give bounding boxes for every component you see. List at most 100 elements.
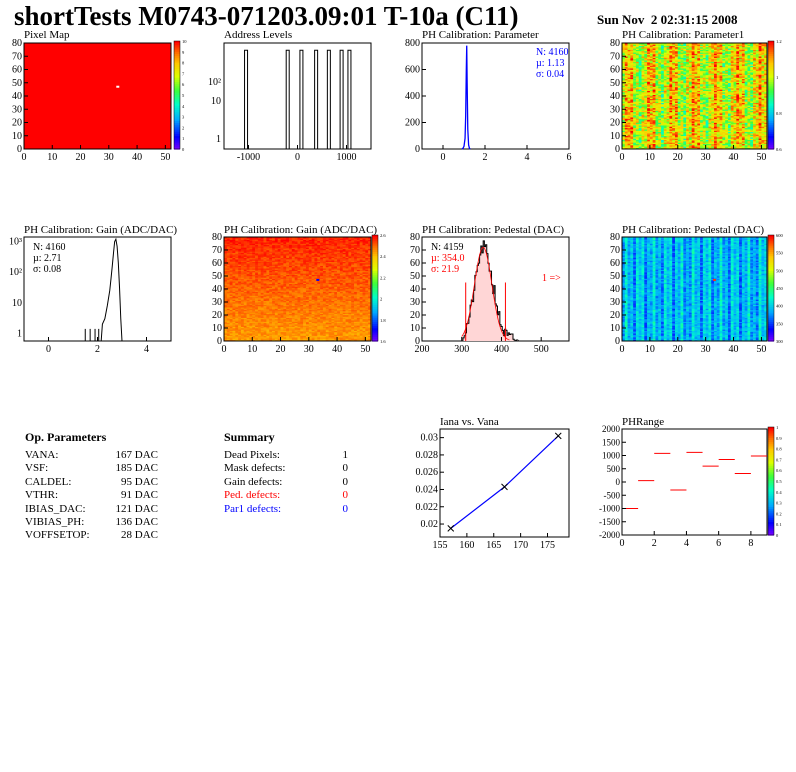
heatmap-cell (716, 134, 720, 137)
heatmap-cell (661, 102, 665, 105)
heatmap-cell (658, 60, 662, 62)
heatmap-cell (644, 123, 648, 126)
heatmap-cell (688, 66, 693, 69)
heatmap-cell (761, 81, 765, 84)
heatmap-cell (666, 103, 670, 106)
heatmap-cell (652, 125, 656, 127)
heatmap-cell (730, 76, 734, 78)
heatmap-cell (224, 255, 228, 257)
heatmap-cell (644, 135, 648, 138)
heatmap-cell (744, 117, 748, 119)
heatmap-cell (232, 255, 236, 257)
heatmap-cell (226, 255, 230, 257)
heatmap-cell (764, 98, 768, 101)
heatmap-cell (647, 107, 651, 110)
heatmap-cell (627, 102, 631, 105)
heatmap-cell (655, 69, 659, 72)
heatmap-cell (622, 77, 626, 80)
address-peak (299, 49, 304, 149)
heatmap-cell (677, 73, 681, 76)
heatmap-cell (739, 113, 743, 115)
heatmap-cell (644, 93, 648, 95)
heatmap-cell (747, 60, 751, 62)
heatmap-cell (235, 318, 239, 321)
heatmap-cell (755, 52, 759, 54)
heatmap-cell (702, 86, 706, 89)
heatmap-cell (630, 62, 634, 65)
heatmap-cell (727, 134, 732, 137)
heatmap-cell (638, 84, 642, 86)
heatmap-cell (750, 111, 754, 114)
heatmap-cell (663, 82, 667, 85)
heatmap-cell (714, 134, 718, 137)
heatmap-cell (661, 145, 665, 147)
heatmap-cell (680, 69, 684, 72)
heatmap-cell (229, 296, 233, 299)
heatmap-cell (655, 135, 659, 138)
heatmap-cell (730, 135, 734, 138)
heatmap-cell (663, 53, 667, 56)
heatmap-cell (764, 138, 768, 141)
heatmap-cell (680, 70, 684, 73)
heatmap-cell (694, 78, 698, 81)
heatmap-cell (761, 125, 765, 127)
heatmap-cell (224, 321, 228, 324)
heatmap-cell (700, 56, 704, 58)
heatmap-cell (758, 113, 762, 115)
heatmap-cell (741, 48, 745, 50)
heatmap-cell (755, 92, 759, 94)
heatmap-cell (226, 317, 230, 320)
heatmap-cell (680, 78, 684, 81)
heatmap-cell (725, 52, 729, 54)
heatmap-cell (716, 68, 720, 70)
heatmap-cell (686, 126, 690, 129)
heatmap-cell (672, 44, 676, 46)
heatmap-cell (702, 92, 706, 94)
heatmap-cell (761, 102, 765, 105)
heatmap-cell (224, 240, 228, 243)
heatmap-cell (652, 46, 656, 49)
heatmap-cell (641, 82, 645, 85)
heatmap-cell (747, 80, 751, 82)
heatmap-cell (635, 89, 640, 91)
heatmap-cell (705, 78, 709, 81)
heatmap-cell (747, 103, 751, 106)
heatmap-cell (229, 329, 233, 331)
heatmap-cell (624, 118, 628, 121)
heatmap-cell (652, 76, 656, 78)
heatmap-cell (663, 123, 667, 126)
heatmap-cell (688, 86, 693, 89)
heatmap-cell (238, 299, 242, 301)
heatmap-cell (661, 90, 665, 93)
heatmap-cell (700, 57, 704, 60)
heatmap-cell (644, 85, 648, 88)
heatmap-cell (677, 64, 681, 66)
heatmap-cell (669, 102, 673, 105)
heatmap-cell (669, 114, 673, 117)
heatmap-cell (716, 45, 720, 48)
heatmap-cell (630, 70, 634, 73)
heatmap-cell (661, 80, 665, 82)
heatmap-cell (753, 137, 757, 139)
heatmap-cell (641, 99, 645, 102)
heatmap-cell (661, 94, 665, 97)
heatmap-cell (677, 137, 681, 139)
heatmap-cell (758, 122, 762, 125)
heatmap-cell (663, 127, 667, 130)
heatmap-cell (661, 48, 665, 50)
heatmap-cell (669, 43, 673, 45)
heatmap-cell (730, 44, 734, 46)
heatmap-cell (702, 56, 706, 58)
heatmap-cell (635, 117, 640, 119)
heatmap-cell (697, 123, 701, 126)
heatmap-cell (755, 46, 759, 49)
heatmap-cell (622, 89, 626, 91)
heatmap-cell (240, 270, 245, 273)
heatmap-cell (641, 109, 645, 111)
heatmap-cell (638, 121, 642, 123)
heatmap-cell (224, 281, 228, 283)
heatmap-cell (719, 145, 723, 147)
heatmap-cell (716, 43, 720, 45)
heatmap-cell (652, 147, 656, 150)
heatmap-cell (725, 130, 729, 133)
